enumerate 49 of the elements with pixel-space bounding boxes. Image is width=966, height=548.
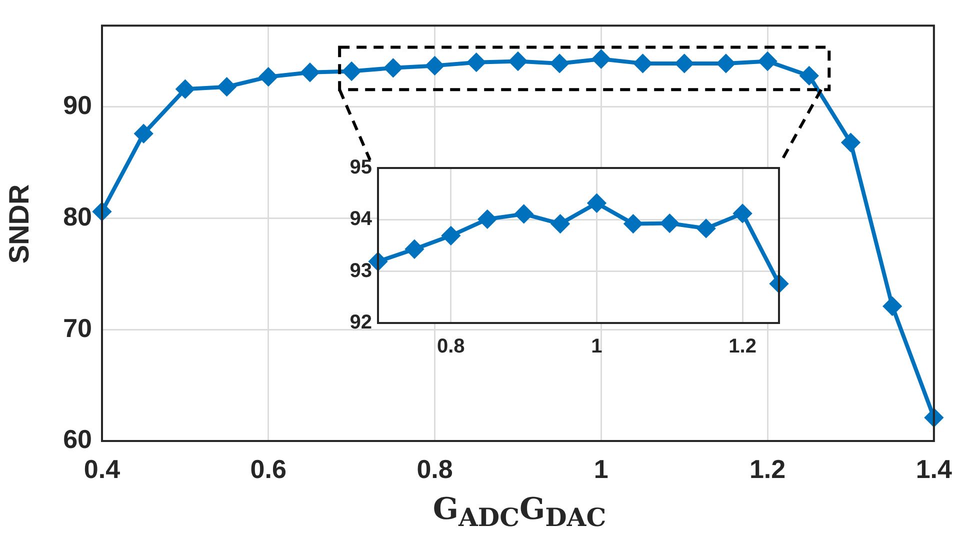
point xyxy=(514,204,533,223)
point xyxy=(675,54,694,72)
x-tick-label: 1.2 xyxy=(749,454,786,484)
point xyxy=(716,54,735,72)
y-tick-label: 94 xyxy=(350,208,373,230)
point xyxy=(800,66,818,85)
point xyxy=(697,219,716,238)
point xyxy=(405,240,424,258)
point xyxy=(588,194,606,212)
y-tick-label: 92 xyxy=(350,312,372,334)
point xyxy=(478,210,496,228)
x-tick-label: 0.8 xyxy=(437,336,465,358)
point xyxy=(300,63,319,82)
x-axis-title: G$_{ADC}$G$_{DAC}$ xyxy=(432,492,608,532)
x-tick-label: 1.4 xyxy=(916,454,953,484)
point xyxy=(660,214,679,232)
y-axis-title: SNDR xyxy=(4,184,36,264)
y-tick-label: 90 xyxy=(63,90,92,120)
point xyxy=(442,226,460,245)
point xyxy=(758,52,777,70)
point xyxy=(384,58,402,77)
point xyxy=(176,80,194,98)
y-tick-label: 95 xyxy=(350,156,372,179)
y-tick-label: 60 xyxy=(63,424,92,454)
point xyxy=(342,62,361,80)
y-tick-label: 70 xyxy=(63,312,92,343)
point xyxy=(508,52,527,70)
x-tick-label: 0.8 xyxy=(416,454,453,484)
x-tick-label: 0.6 xyxy=(250,454,286,484)
point xyxy=(467,53,486,72)
x-tick-label: 1.2 xyxy=(728,336,756,358)
y-tick-label: 80 xyxy=(63,201,92,232)
point xyxy=(550,54,569,72)
point xyxy=(883,297,902,316)
point xyxy=(134,124,153,143)
x-tick-label: 0.4 xyxy=(84,454,121,484)
point xyxy=(634,54,652,72)
point xyxy=(734,204,752,222)
x-tick-label: 1 xyxy=(594,454,608,484)
x-tick-label: 1 xyxy=(591,336,602,358)
point xyxy=(770,274,788,293)
point xyxy=(218,78,236,96)
y-tick-label: 93 xyxy=(350,260,372,282)
point xyxy=(426,56,444,75)
point xyxy=(592,50,610,68)
point xyxy=(551,214,570,233)
point xyxy=(259,68,278,86)
point xyxy=(624,214,642,233)
point xyxy=(842,134,860,152)
